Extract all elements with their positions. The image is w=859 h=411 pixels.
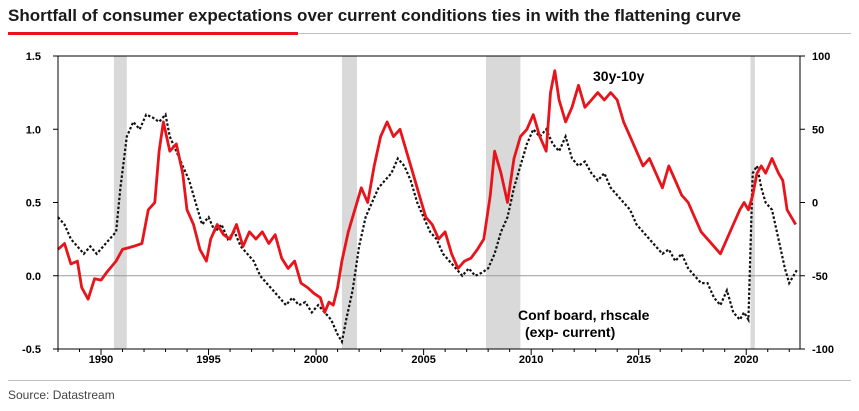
y-left-tick-label: 0.5 — [26, 198, 41, 210]
annotation-exp-current: (exp- current) — [525, 324, 615, 340]
recession-band-3 — [485, 56, 521, 349]
y-right-tick-label: 0 — [812, 198, 818, 210]
footer-rule — [8, 380, 851, 381]
y-left-tick-label: 1.5 — [26, 51, 41, 63]
series-30y-10y — [57, 69, 797, 314]
y-axis-right: -100 -50 0 50 100 — [800, 51, 834, 356]
y-right-tick-label: 100 — [812, 51, 830, 63]
y-right-tick-label: 50 — [812, 124, 824, 136]
y-right-tick-label: -100 — [812, 344, 834, 356]
x-tick-label: 2010 — [519, 354, 543, 366]
y-axis-left: -0.5 0.0 0.5 1.0 1.5 — [22, 51, 58, 356]
x-tick-label: 1995 — [196, 354, 220, 366]
y-left-tick-label: -0.5 — [22, 344, 41, 356]
recession-band-4 — [750, 56, 755, 349]
recession-bands — [113, 56, 755, 349]
chart-title: Shortfall of consumer expectations over … — [8, 6, 742, 25]
x-tick-label: 1990 — [89, 354, 113, 366]
y-right-tick-label: -50 — [812, 271, 828, 283]
title-accent-bar — [8, 32, 298, 35]
x-tick-label: 2000 — [304, 354, 328, 366]
title-underline — [8, 33, 851, 34]
x-tick-label: 2005 — [411, 354, 435, 366]
annotation-30y-10y: 30y-10y — [593, 68, 645, 84]
source-note: Source: Datastream — [8, 388, 115, 402]
y-left-tick-label: 0.0 — [26, 271, 41, 283]
recession-band-1 — [113, 56, 127, 349]
annotation-conf-board: Conf board, rhscale — [518, 307, 650, 323]
chart-area: -0.5 0.0 0.5 1.0 1.5 -100 -50 0 50 100 1990 1995 2… — [22, 51, 834, 366]
y-left-tick-label: 1.0 — [26, 124, 41, 136]
x-tick-label: 2020 — [734, 354, 758, 366]
x-axis: 1990 1995 2000 2005 2010 2015 2020 — [57, 349, 790, 366]
x-tick-label: 2015 — [626, 354, 650, 366]
